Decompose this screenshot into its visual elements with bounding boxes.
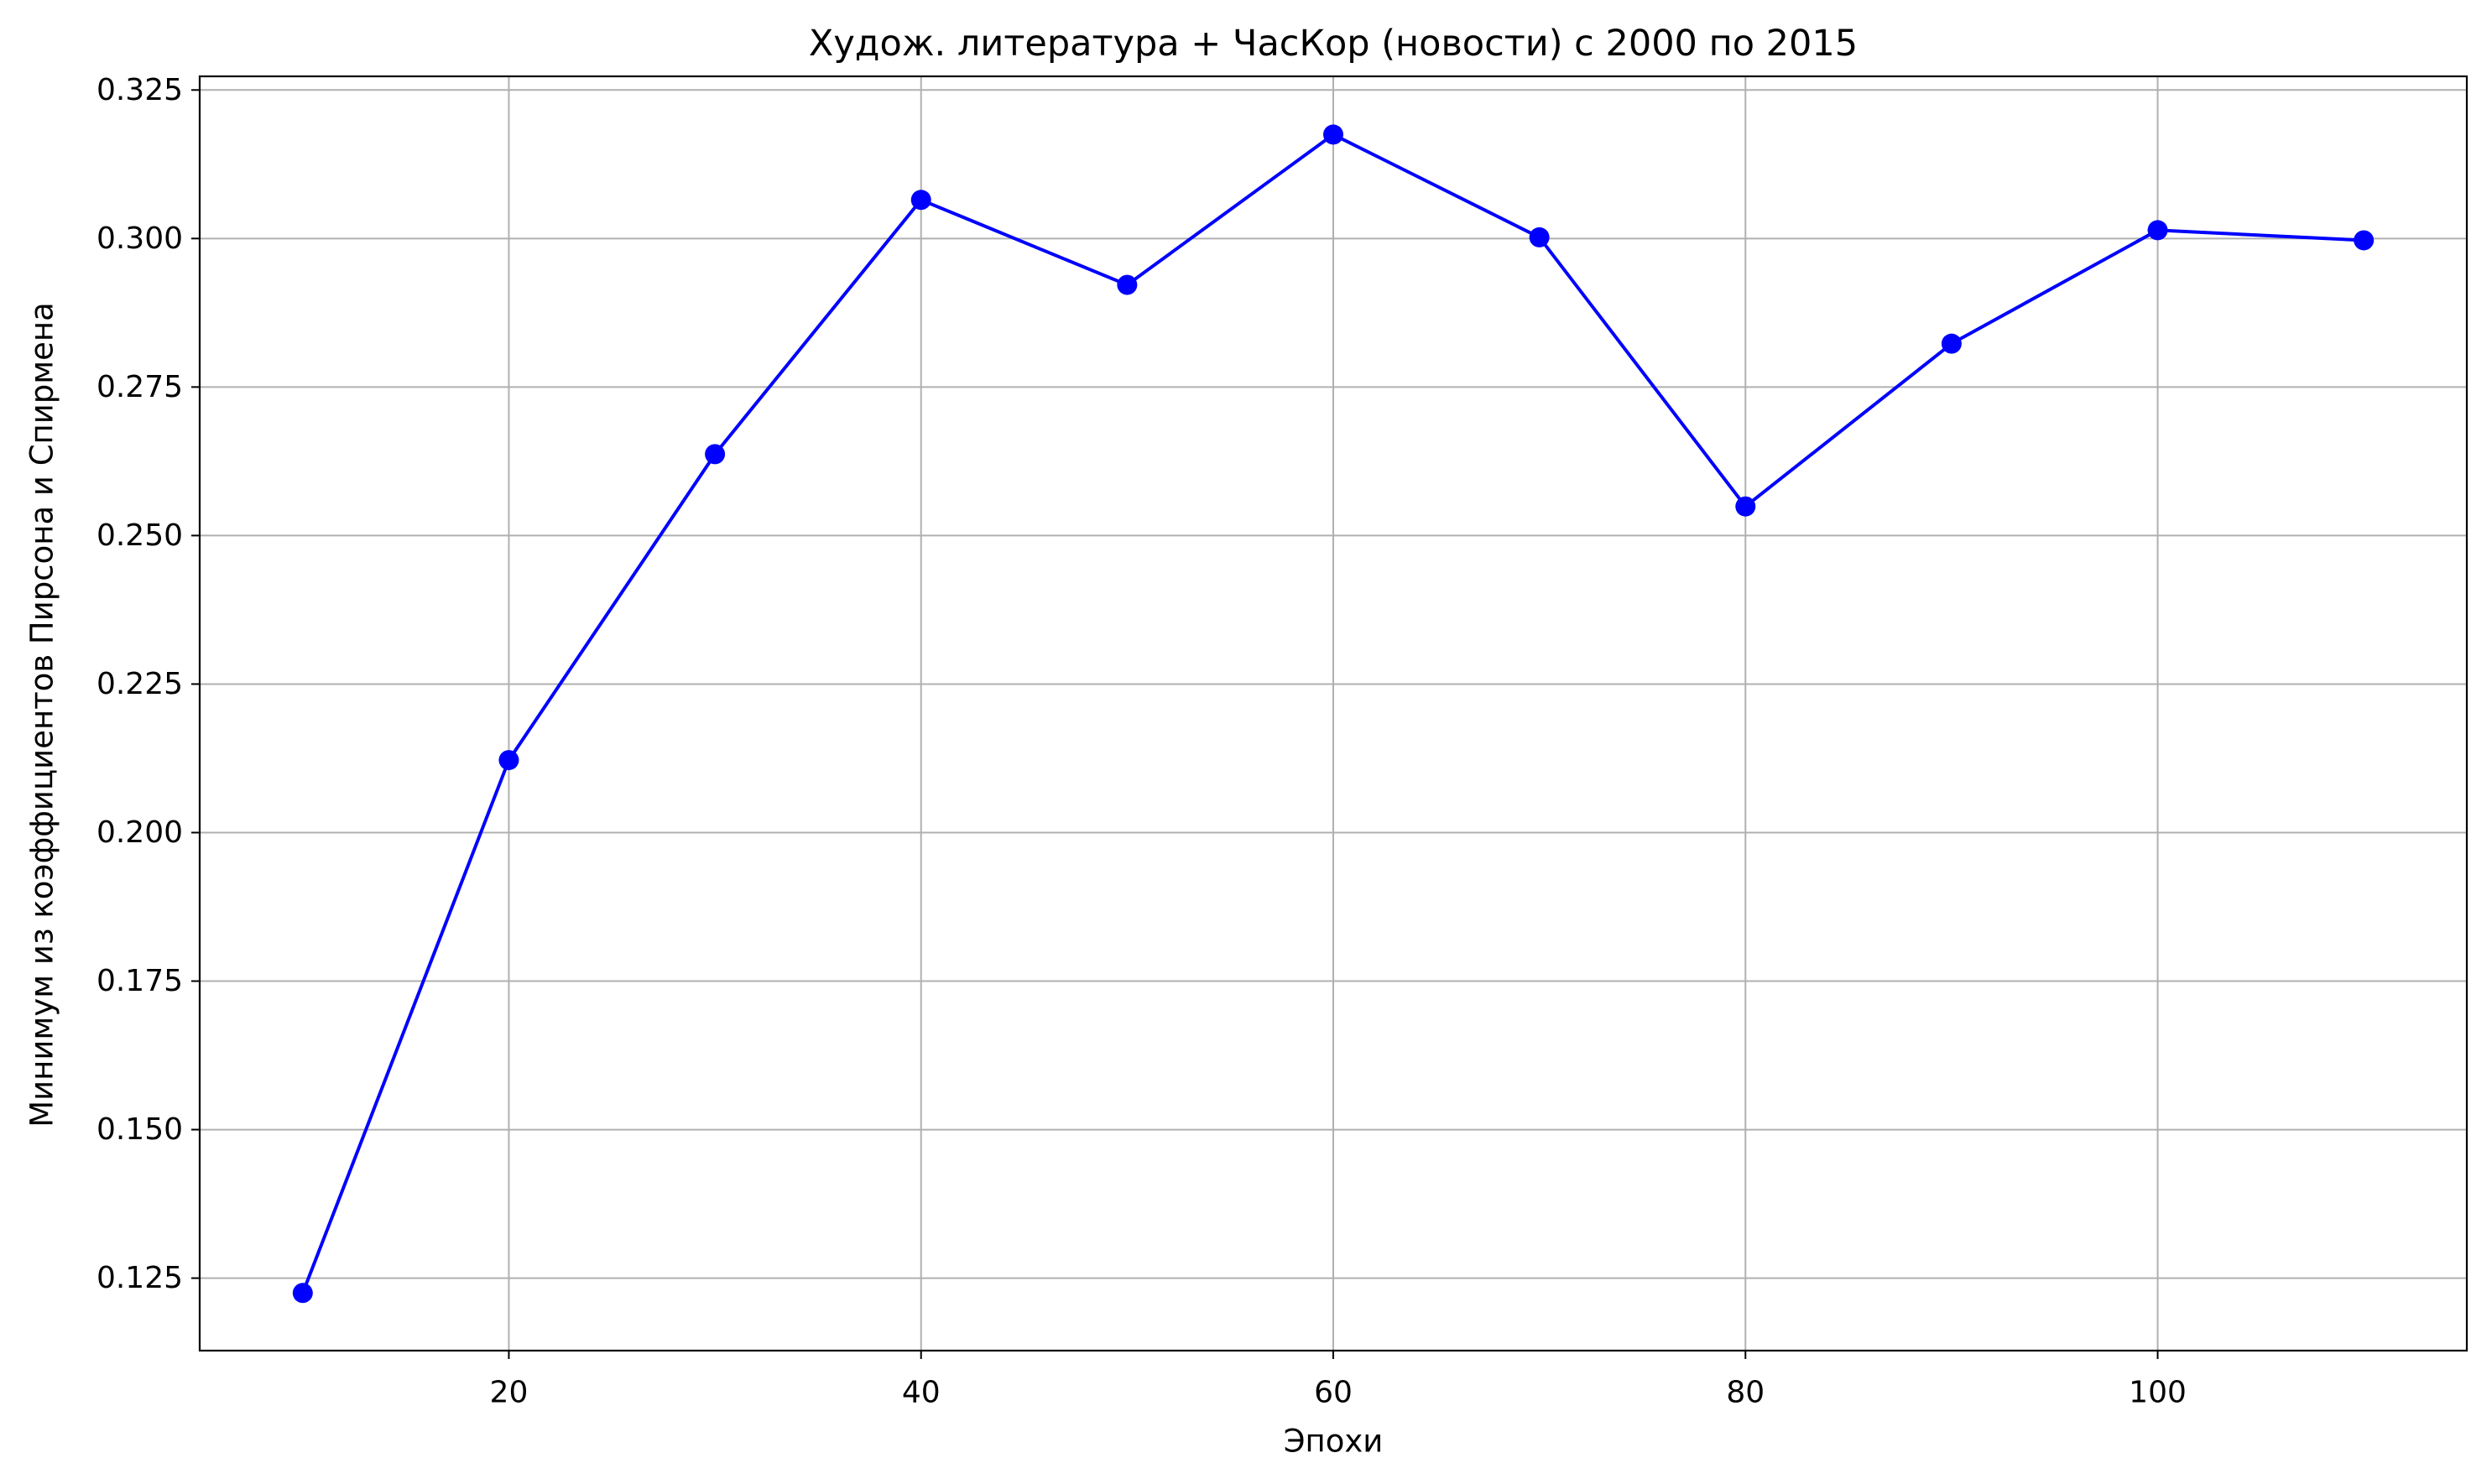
y-tick-label: 0.225	[96, 667, 183, 701]
y-tick-label: 0.125	[96, 1261, 183, 1295]
data-point-marker	[1529, 227, 1550, 247]
data-point-marker	[292, 1283, 313, 1304]
x-tick-label: 80	[1726, 1376, 1765, 1410]
y-tick-label: 0.150	[96, 1112, 183, 1147]
x-tick-label: 100	[2129, 1376, 2187, 1410]
y-tick-label: 0.325	[96, 73, 183, 107]
x-tick-label: 20	[490, 1376, 529, 1410]
data-point-marker	[2147, 220, 2168, 241]
y-tick-label: 0.200	[96, 815, 183, 850]
data-point-marker	[1323, 124, 1343, 145]
x-tick-label: 60	[1314, 1376, 1353, 1410]
data-point-marker	[498, 750, 519, 771]
y-tick-label: 0.300	[96, 221, 183, 256]
data-point-marker	[2354, 230, 2375, 251]
grid	[200, 76, 2467, 1351]
series-layer	[292, 124, 2375, 1304]
y-tick-label: 0.175	[96, 964, 183, 998]
chart-title: Худож. литература + ЧасКор (новости) с 2…	[809, 23, 1858, 65]
y-tick-label: 0.250	[96, 518, 183, 553]
x-axis-label: Эпохи	[1284, 1424, 1384, 1460]
y-axis-label: Минимум из коэффициентов Пирсона и Спирм…	[24, 302, 60, 1127]
data-point-marker	[705, 444, 726, 465]
axis-ticks: 20 40 60 80 100 0.125 0.150 0.175 0.200 0.225 0.25…	[96, 73, 2187, 1410]
data-point-marker	[910, 190, 931, 211]
data-point-marker	[1735, 496, 1756, 517]
y-tick-label: 0.275	[96, 370, 183, 404]
data-point-marker	[1117, 274, 1138, 295]
data-point-marker	[1941, 333, 1962, 354]
x-tick-label: 40	[902, 1376, 941, 1410]
